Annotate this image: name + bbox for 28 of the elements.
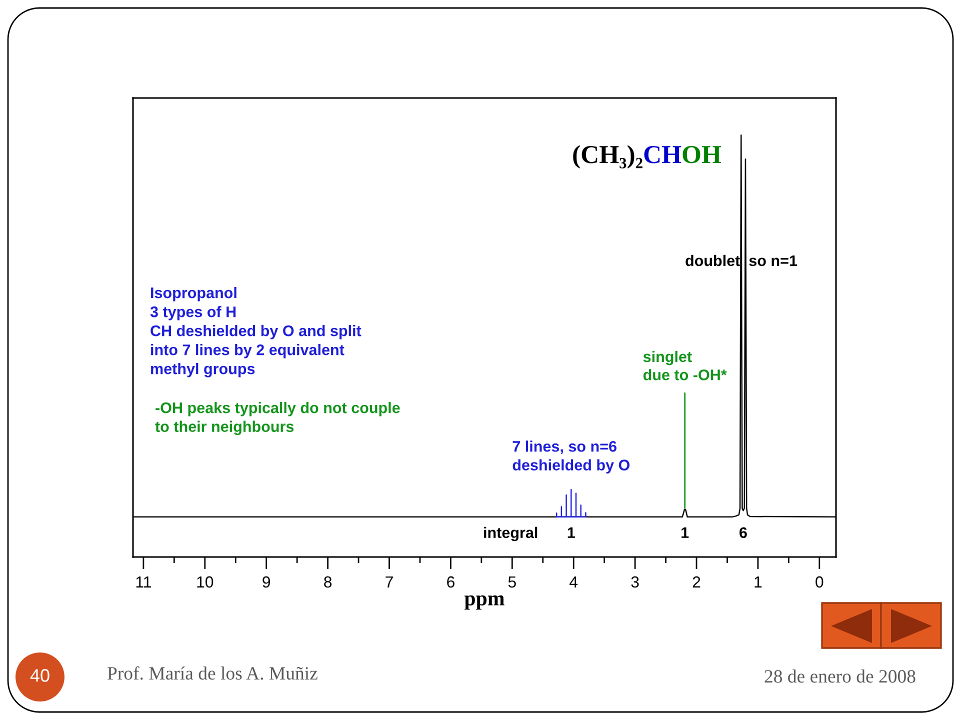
annotation: OH: [682, 146, 722, 164]
text: 40: [30, 669, 50, 682]
annotation: integral: [484, 526, 538, 542]
annotation: Isopropanol 3 types of H CH deshielded by O and split into 7 lines by 2 equivalent methyl groups: [150, 287, 362, 378]
text: Prof. María de los A. Muñiz: [108, 666, 318, 680]
x-tick-label: 10: [197, 576, 214, 588]
x-tick-label: 4: [570, 576, 578, 588]
annotation: 6: [740, 527, 747, 538]
text: 28 de enero de 2008: [764, 670, 916, 683]
annotation: singlet due to -OH*: [643, 350, 727, 380]
x-tick-label: 11: [136, 576, 151, 588]
x-tick-label: 0: [816, 576, 824, 588]
annotation: -OH peaks typically do not couple to their neighbours: [155, 402, 400, 436]
annotation: (CH₃)₂: [573, 145, 642, 168]
x-tick-label: 7: [386, 576, 393, 588]
annotation: 1: [568, 527, 575, 538]
x-tick-label: 1: [754, 576, 762, 588]
x-tick-label: 9: [262, 576, 270, 588]
annotation: 7 lines, so n=6 deshielded by O: [512, 440, 630, 474]
x-tick-label: 5: [508, 576, 516, 588]
annotation: CH: [644, 146, 682, 164]
x-tick-label: 2: [692, 576, 700, 588]
x-tick-label: 3: [631, 576, 639, 588]
x-tick-label: 6: [447, 576, 454, 588]
annotation: doublet so n=1: [686, 254, 798, 266]
annotation: 1: [682, 527, 689, 538]
x-tick-label: 8: [324, 576, 332, 588]
x-axis-title: ppm: [464, 595, 504, 610]
